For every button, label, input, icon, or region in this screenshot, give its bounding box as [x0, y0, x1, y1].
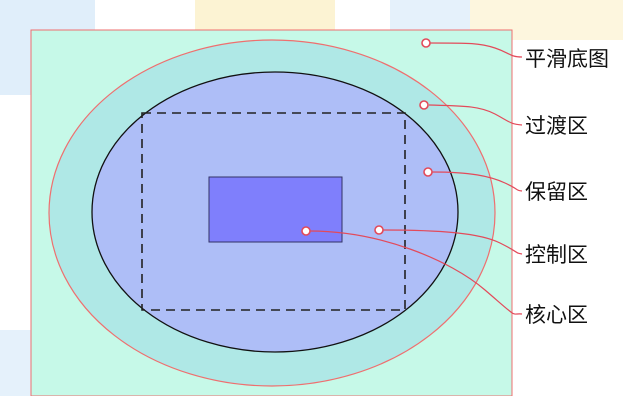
core-zone — [208, 176, 343, 243]
label-control: 控制区 — [525, 243, 588, 267]
label-core: 核心区 — [525, 303, 588, 327]
leader-line-core — [309, 230, 523, 315]
marker-core — [301, 226, 311, 236]
leader-line-transition — [428, 104, 523, 126]
control-zone — [141, 112, 406, 311]
leader-line-reserve — [431, 171, 523, 192]
label-smooth-base: 平滑底图 — [525, 47, 609, 71]
marker-reserve — [423, 167, 433, 177]
marker-control — [374, 225, 384, 235]
marker-transition — [419, 100, 429, 110]
label-transition: 过渡区 — [525, 114, 588, 138]
leader-line-control — [382, 229, 523, 255]
label-reserve: 保留区 — [525, 180, 588, 204]
marker-smooth-base — [421, 38, 431, 48]
leader-line-smooth-base — [429, 42, 523, 58]
